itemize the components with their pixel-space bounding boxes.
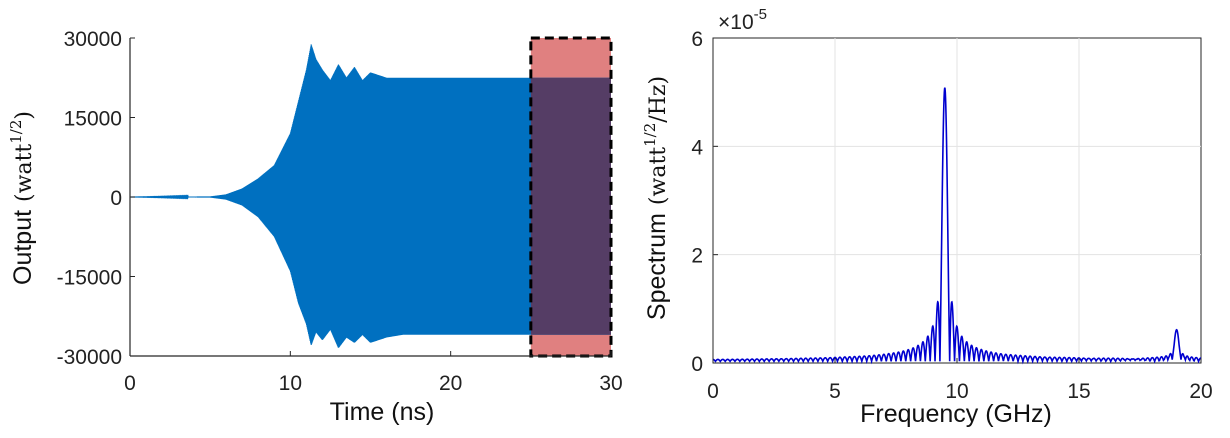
time-chart-ticks: 0 10 20 30 -30000 -15000 0 15000 30000 [57,28,623,395]
time-chart-y-axis-unit-close: ) [12,111,37,120]
spectrum-chart-ticks: 0 5 10 15 20 0 2 4 6 [691,28,1212,403]
spectrum-chart-x-axis-label: Frequency (GHz) [860,400,1052,428]
spectrum-x-tick-label: 0 [707,380,719,403]
time-chart-y-tick-label: 30000 [64,28,122,51]
spectrum-x-tick-label: 20 [1189,380,1212,403]
spectrum-chart: 0 5 10 15 20 0 2 4 6 ×10-5 Frequency (GHz) Spect… [641,6,1213,428]
spectrum-x-tick-label: 15 [1067,380,1090,403]
time-chart-y-axis-label: Output (watt1/2) [7,111,37,285]
spectrum-chart-y-axis-label: Spectrum (watt1/2/Hz) [641,76,671,320]
time-chart-x-tick-label: 10 [279,372,302,395]
spectrum-chart-y-axis-unit-exponent: 1/2 [641,123,659,147]
spectrum-y-tick-label: 6 [691,28,703,51]
spectrum-exponent-base: ×10 [718,11,754,34]
spectrum-chart-y-axis-unit: (watt [646,147,671,205]
spectrum-x-tick-label: 10 [945,380,968,403]
time-domain-chart: 0 10 20 30 -30000 -15000 0 15000 30000 Time (ns)… [7,28,623,426]
spectrum-y-tick-label: 4 [691,136,703,159]
highlight-window-overlap [530,77,611,335]
spectrum-chart-y-axis-unit-close: /Hz) [646,76,671,123]
spectrum-trace [712,87,1202,365]
time-chart-y-axis-name: Output [9,210,37,285]
spectrum-x-tick-label: 5 [829,380,841,403]
time-chart-y-axis-unit: (watt [12,144,37,202]
spectrum-chart-exponent-label: ×10-5 [718,6,767,34]
time-chart-x-tick-label: 20 [439,372,462,395]
spectrum-exponent-power: -5 [754,6,767,23]
time-chart-x-tick-label: 0 [124,372,136,395]
spectrum-chart-y-axis-name: Spectrum [643,213,671,320]
spectrum-y-tick-label: 2 [691,245,703,268]
spectrum-chart-grid [713,38,1201,363]
time-chart-y-tick-label: 0 [110,187,122,210]
time-chart-y-axis-unit-exponent: 1/2 [7,120,25,144]
time-chart-y-tick-label: 15000 [64,108,122,131]
spectrum-y-tick-label: 0 [691,353,703,376]
time-chart-x-tick-label: 30 [599,372,622,395]
time-chart-y-tick-label: -15000 [57,267,122,290]
time-chart-y-tick-label: -30000 [57,346,122,369]
time-chart-x-axis-label: Time (ns) [330,398,435,426]
